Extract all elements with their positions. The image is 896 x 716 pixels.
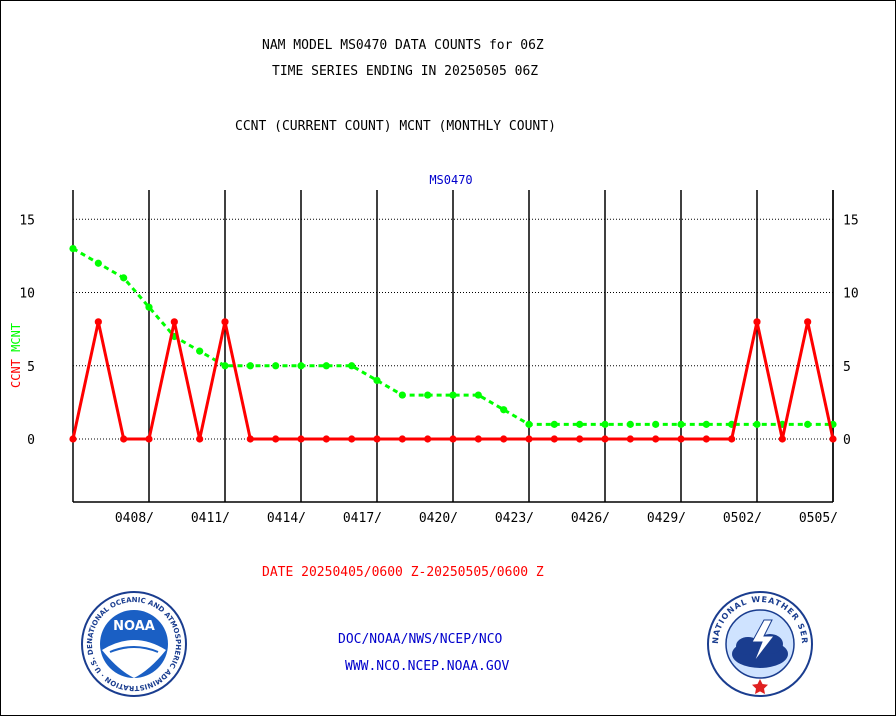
mcnt-point: [196, 347, 204, 355]
y-tick-label-left-2: 10: [19, 287, 35, 302]
mcnt-point: [576, 420, 584, 428]
header-title-line3: CCNT (CURRENT COUNT) MCNT (MONTHLY COUNT…: [235, 119, 556, 134]
ccnt-point: [322, 435, 330, 443]
mcnt-point: [398, 391, 406, 399]
mcnt-point: [753, 420, 761, 428]
ccnt-point: [576, 435, 584, 443]
x-tick-label-6: 0426/: [571, 511, 610, 526]
ccnt-point: [373, 435, 381, 443]
header-title-line1: NAM MODEL MS0470 DATA COUNTS for 06Z: [262, 38, 544, 53]
y-tick-label-right-2: 10: [843, 287, 859, 302]
x-tick-label-9: 0505/: [799, 511, 838, 526]
mcnt-point: [449, 391, 457, 399]
x-tick-label-1: 0411/: [191, 511, 230, 526]
ccnt-point: [626, 435, 634, 443]
ccnt-point: [449, 435, 457, 443]
mcnt-point: [221, 362, 229, 370]
ccnt-point: [170, 318, 178, 326]
ccnt-point: [145, 435, 153, 443]
mcnt-point: [601, 420, 609, 428]
x-tick-label-2: 0414/: [267, 511, 306, 526]
x-tick-label-5: 0423/: [495, 511, 534, 526]
ccnt-point: [196, 435, 204, 443]
ccnt-point: [120, 435, 128, 443]
ccnt-axis-label: CCNT: [9, 352, 23, 388]
station-title: MS0470: [429, 173, 472, 187]
org-path-label: DOC/NOAA/NWS/NCEP/NCO: [338, 632, 503, 647]
y-tick-label-left-0: 0: [27, 433, 35, 448]
website-link[interactable]: WWW.NCO.NCEP.NOAA.GOV: [345, 659, 510, 674]
mcnt-point: [677, 420, 685, 428]
y-tick-label-right-3: 15: [843, 213, 859, 228]
mcnt-point: [297, 362, 305, 370]
mcnt-point: [120, 274, 128, 282]
mcnt-point: [626, 420, 634, 428]
ccnt-point: [550, 435, 558, 443]
ccnt-point: [702, 435, 710, 443]
mcnt-point: [145, 303, 153, 311]
ccnt-point: [778, 435, 786, 443]
mcnt-point: [702, 420, 710, 428]
ccnt-point: [297, 435, 305, 443]
x-tick-label-0: 0408/: [115, 511, 154, 526]
mcnt-axis-label: MCNT: [9, 323, 23, 352]
y-axis-series-label: CCNT MCNT: [9, 323, 23, 388]
y-tick-label-left-3: 15: [19, 213, 35, 228]
ccnt-point: [601, 435, 609, 443]
y-tick-label-right-0: 0: [843, 433, 851, 448]
ccnt-point: [753, 318, 761, 326]
mcnt-point: [246, 362, 254, 370]
x-tick-label-3: 0417/: [343, 511, 382, 526]
ccnt-point: [94, 318, 102, 326]
x-tick-label-7: 0429/: [647, 511, 686, 526]
mcnt-point: [322, 362, 330, 370]
ccnt-point: [474, 435, 482, 443]
y-tick-label-left-1: 5: [27, 360, 35, 375]
nws-logo: NATIONAL WEATHER SERVICE: [706, 590, 813, 697]
ccnt-point: [804, 318, 812, 326]
mcnt-point: [94, 259, 102, 267]
ccnt-point: [677, 435, 685, 443]
date-range-label: DATE 20250405/0600 Z-20250505/0600 Z: [262, 565, 544, 580]
mcnt-point: [69, 244, 77, 253]
ccnt-point: [348, 435, 356, 443]
ccnt-point: [728, 435, 736, 443]
ccnt-point: [221, 318, 229, 326]
ccnt-point: [246, 435, 254, 443]
ccnt-point: [272, 435, 280, 443]
x-tick-label-8: 0502/: [723, 511, 762, 526]
ccnt-point: [424, 435, 432, 443]
header-title-line2: TIME SERIES ENDING IN 20250505 06Z: [272, 64, 539, 79]
ccnt-point: [652, 435, 660, 443]
ccnt-point: [525, 435, 533, 443]
mcnt-point: [500, 406, 508, 414]
y-tick-label-right-1: 5: [843, 360, 851, 375]
mcnt-point: [474, 391, 482, 399]
ccnt-point: [829, 435, 837, 443]
ccnt-point: [69, 435, 77, 443]
x-tick-label-4: 0420/: [419, 511, 458, 526]
noaa-logo: NATIONAL OCEANIC AND ATMOSPHERIC ADMINIS…: [80, 590, 187, 697]
mcnt-point: [525, 420, 533, 428]
mcnt-point: [550, 420, 558, 428]
mcnt-point: [348, 362, 356, 370]
mcnt-point: [424, 391, 432, 399]
mcnt-point: [373, 376, 381, 385]
ccnt-point: [500, 435, 508, 443]
mcnt-point: [804, 420, 812, 428]
noaa-wordmark: NOAA: [113, 619, 155, 634]
ccnt-point: [398, 435, 406, 443]
mcnt-point: [652, 420, 660, 428]
mcnt-point: [272, 362, 280, 370]
